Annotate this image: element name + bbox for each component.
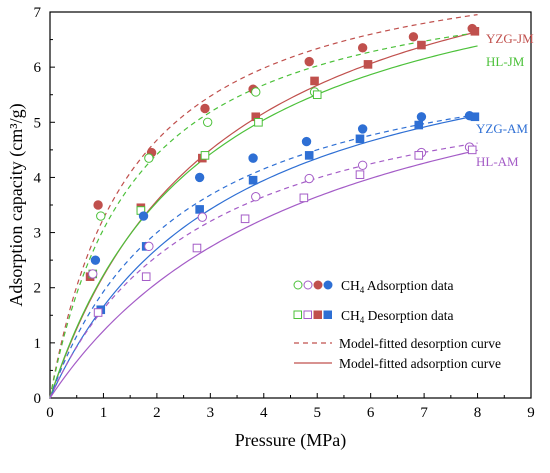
desorption-point-yzg-am bbox=[355, 134, 365, 144]
desorption-point-hl-jm bbox=[312, 90, 322, 100]
y-tick-label: 6 bbox=[34, 60, 42, 76]
desorption-point-hl-jm bbox=[200, 151, 210, 160]
legend-marker bbox=[323, 280, 333, 290]
desorption-point-yzg-am bbox=[470, 112, 480, 122]
adsorption-point-yzg-am bbox=[90, 255, 101, 265]
adsorption-point-yzg-jm bbox=[93, 200, 103, 210]
x-tick-label: 9 bbox=[527, 405, 535, 421]
adsorption-point-yzg-jm bbox=[200, 103, 210, 114]
adsorption-point-yzg-am bbox=[194, 172, 205, 183]
y-tick-label: 1 bbox=[34, 336, 42, 352]
desorption-point-yzg-jm bbox=[470, 27, 480, 36]
x-tick-label: 2 bbox=[153, 405, 161, 421]
y-tick-label: 7 bbox=[34, 5, 42, 21]
series-label-hl-am: HL-AM bbox=[476, 154, 519, 169]
desorption-point-hl-am bbox=[355, 170, 365, 179]
legend-marker bbox=[313, 280, 323, 290]
x-tick-label: 0 bbox=[46, 405, 54, 421]
desorption-point-yzg-am bbox=[195, 205, 204, 214]
legend-marker bbox=[323, 310, 332, 319]
legend-marker bbox=[293, 310, 302, 319]
adsorption-point-hl-jm bbox=[96, 211, 106, 221]
legend-label: Model-fitted adsorption curve bbox=[339, 356, 501, 371]
x-tick-label: 5 bbox=[313, 405, 321, 421]
legend-marker bbox=[313, 310, 322, 319]
desorption-point-yzg-am bbox=[414, 120, 424, 130]
y-tick-label: 4 bbox=[34, 170, 42, 186]
y-tick-label: 5 bbox=[34, 115, 42, 131]
desorption-point-yzg-jm bbox=[310, 76, 319, 86]
adsorption-point-yzg-jm bbox=[304, 56, 314, 67]
adsorption-point-hl-am bbox=[251, 192, 261, 202]
desorption-point-yzg-jm bbox=[417, 40, 426, 50]
x-tick-label: 4 bbox=[260, 405, 268, 421]
legend-label: CH4 Adsorption data bbox=[341, 278, 454, 295]
desorption-point-hl-am bbox=[240, 214, 250, 224]
adsorption-point-hl-jm bbox=[202, 117, 213, 127]
legend-marker bbox=[303, 280, 313, 290]
x-tick-label: 8 bbox=[474, 405, 482, 421]
desorption-point-hl-jm bbox=[254, 117, 263, 127]
desorption-point-hl-am bbox=[467, 145, 477, 155]
x-axis-label: Pressure (MPa) bbox=[235, 430, 346, 451]
legend-marker bbox=[303, 310, 312, 319]
desorption-point-hl-am bbox=[141, 272, 151, 281]
adsorption-point-hl-am bbox=[144, 241, 154, 252]
adsorption-point-hl-jm bbox=[251, 87, 261, 97]
y-axis-label: Adsorption capacity (cm³/g) bbox=[6, 103, 27, 306]
adsorption-point-hl-am bbox=[304, 173, 314, 184]
adsorption-point-yzg-jm bbox=[357, 43, 368, 53]
desorption-point-yzg-jm bbox=[363, 60, 373, 69]
adsorption-point-yzg-am bbox=[138, 211, 149, 221]
x-tick-label: 6 bbox=[367, 405, 375, 421]
adsorption-point-hl-jm bbox=[144, 153, 154, 163]
legend: CH4 Adsorption data CH4 Desorption data Mo… bbox=[293, 278, 501, 371]
desorption-curve-hl-jm bbox=[49, 32, 478, 399]
adsorption-point-yzg-am bbox=[301, 136, 312, 147]
series-label-hl-jm: HL-JM bbox=[486, 54, 525, 69]
adsorption-point-yzg-am bbox=[357, 124, 368, 134]
y-tick-label: 0 bbox=[34, 391, 42, 407]
series-label-yzg-jm: YZG-JM bbox=[486, 31, 534, 46]
x-tick-label: 1 bbox=[100, 405, 108, 421]
desorption-point-hl-am bbox=[414, 151, 424, 160]
adsorption-point-yzg-jm bbox=[408, 32, 419, 42]
y-tick-label: 3 bbox=[34, 226, 42, 242]
adsorption-point-hl-am bbox=[197, 212, 208, 222]
adsorption-point-hl-am bbox=[357, 160, 368, 170]
adsorption-point-yzg-am bbox=[416, 112, 427, 122]
desorption-point-hl-am bbox=[299, 193, 309, 203]
adsorption-curve-hl-am bbox=[49, 149, 478, 399]
adsorption-point-yzg-am bbox=[248, 153, 258, 163]
desorption-point-yzg-am bbox=[248, 175, 258, 185]
y-tick-label: 2 bbox=[34, 281, 42, 297]
x-tick-label: 3 bbox=[207, 405, 215, 421]
legend-marker bbox=[293, 280, 303, 290]
desorption-curve-yzg-jm bbox=[49, 14, 478, 399]
adsorption-point-hl-am bbox=[88, 269, 98, 279]
desorption-point-yzg-am bbox=[304, 151, 314, 160]
adsorption-curve-hl-jm bbox=[49, 45, 478, 399]
desorption-point-hl-am bbox=[192, 243, 202, 253]
series-label-yzg-am: YZG-AM bbox=[476, 121, 528, 136]
desorption-curve-yzg-am bbox=[49, 113, 478, 399]
adsorption-curve-yzg-am bbox=[49, 114, 478, 399]
legend-label: CH4 Desorption data bbox=[341, 308, 454, 325]
desorption-point-hl-am bbox=[93, 308, 103, 317]
legend-label: Model-fitted desorption curve bbox=[339, 336, 501, 351]
x-tick-label: 7 bbox=[420, 405, 428, 421]
desorption-curve-hl-am bbox=[49, 142, 478, 399]
